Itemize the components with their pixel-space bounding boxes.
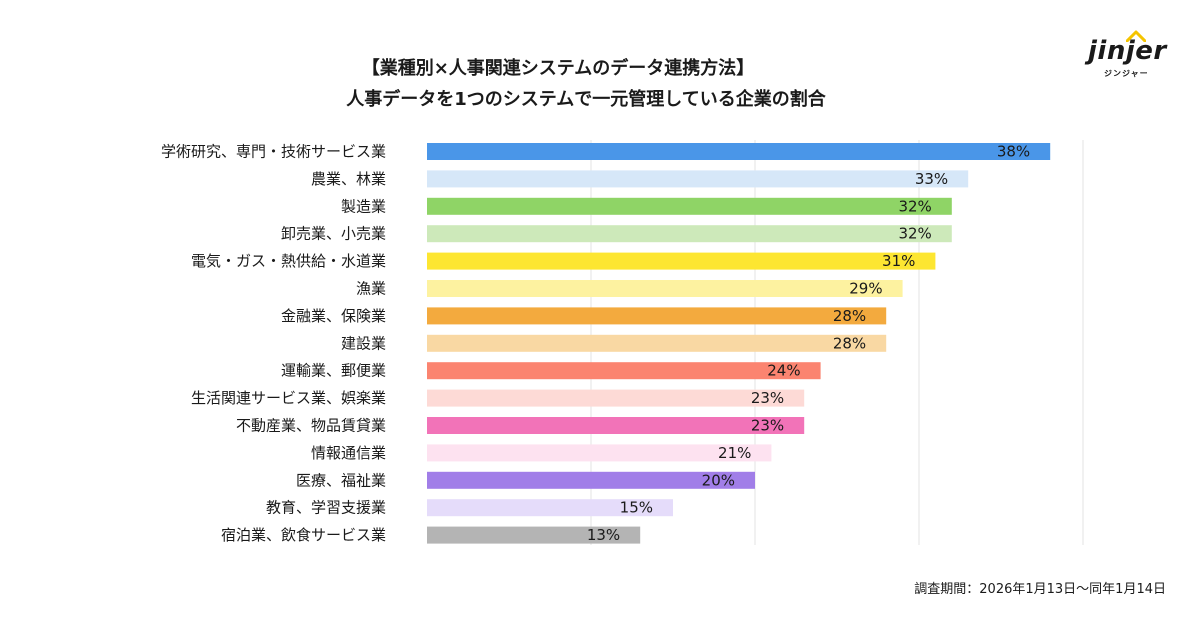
bar (427, 197, 952, 215)
category-label: 建設業 (341, 334, 386, 352)
bar (427, 143, 1051, 160)
survey-period: 調査期間：2026年1月13日〜同年1月14日 (914, 582, 1166, 597)
value-label: 23% (751, 389, 784, 407)
category-label: 教育、学習支援業 (266, 499, 386, 517)
logo-wordmark: jinjer (1088, 36, 1167, 66)
category-label: 学術研究、専門・技術サービス業 (161, 143, 386, 161)
value-label: 23% (751, 417, 784, 435)
roof-icon (1126, 30, 1146, 42)
bar (427, 225, 952, 243)
value-label: 32% (898, 197, 931, 215)
value-label: 24% (767, 362, 800, 380)
category-label: 不動産業、物品賃貸業 (236, 417, 386, 435)
bar (427, 471, 755, 489)
value-label: 38% (997, 143, 1030, 161)
category-label: 生活関連サービス業、娯楽業 (191, 389, 386, 407)
value-label: 13% (587, 526, 620, 544)
bar (427, 417, 805, 434)
value-label: 31% (882, 252, 915, 270)
bars (427, 143, 1051, 544)
bar (427, 389, 805, 407)
bar (427, 444, 772, 462)
bar (427, 334, 887, 352)
category-label: 医療、福祉業 (296, 471, 386, 489)
value-label: 28% (833, 334, 866, 352)
category-label: 情報通信業 (311, 444, 386, 462)
chart-title-line1: 【業種別×人事関連システムのデータ連携方法】 (361, 58, 755, 79)
value-label: 33% (915, 170, 948, 188)
bar (427, 252, 936, 270)
chart-title-line2: 人事データを1つのシステムで一元管理している企業の割合 (346, 89, 826, 110)
category-label: 宿泊業、飲食サービス業 (221, 526, 386, 544)
category-label: 金融業、保険業 (281, 307, 386, 325)
value-label: 29% (849, 280, 882, 298)
category-label: 運輸業、郵便業 (281, 362, 386, 380)
jinjer-logo: jinjer ジンジャー (1082, 30, 1172, 84)
value-label: 32% (898, 225, 931, 243)
bar (427, 280, 903, 297)
category-label: 電気・ガス・熱供給・水道業 (191, 252, 386, 270)
bar (427, 307, 887, 325)
value-labels: 38%33%32%32%31%29%28%28%24%23%23%21%20%1… (587, 143, 1030, 545)
value-label: 15% (620, 499, 653, 517)
category-label: 卸売業、小売業 (281, 225, 386, 243)
category-labels: 学術研究、専門・技術サービス業農業、林業製造業卸売業、小売業電気・ガス・熱供給・… (161, 143, 386, 545)
category-label: 製造業 (341, 197, 386, 215)
value-label: 21% (718, 444, 751, 462)
bar (427, 170, 969, 188)
bar (427, 499, 673, 517)
category-label: 農業、林業 (311, 170, 386, 188)
logo-subtext: ジンジャー (1104, 69, 1149, 78)
value-label: 20% (702, 471, 735, 489)
category-label: 漁業 (356, 280, 386, 298)
value-label: 28% (833, 307, 866, 325)
bar (427, 526, 641, 544)
bar (427, 362, 821, 380)
